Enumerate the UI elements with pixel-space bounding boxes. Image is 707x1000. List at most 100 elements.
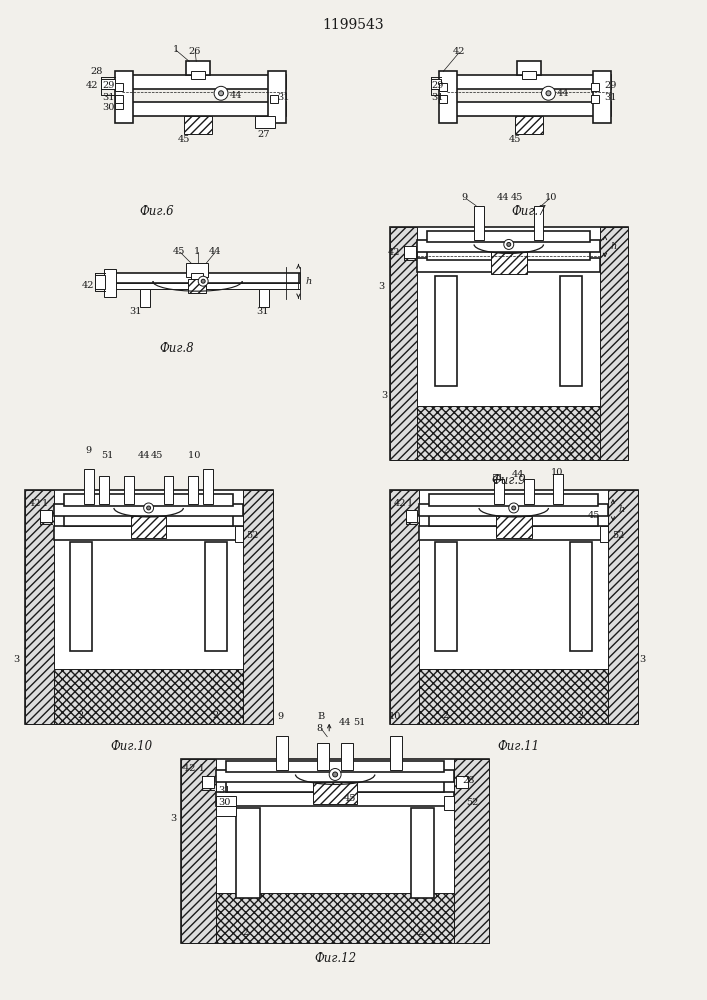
Circle shape [507, 242, 510, 246]
Text: Фиг.11: Фиг.11 [498, 740, 539, 753]
Bar [515, 116, 542, 134]
Bar [54, 504, 243, 516]
Text: 31: 31 [431, 93, 443, 102]
Text: 1: 1 [194, 247, 200, 256]
Bar [418, 258, 600, 272]
Text: 9: 9 [461, 193, 467, 202]
Bar [404, 246, 416, 258]
Bar [64, 514, 233, 526]
Bar [216, 893, 454, 943]
Text: 2: 2 [442, 446, 448, 455]
Bar [436, 276, 457, 386]
Text: 29: 29 [103, 81, 115, 90]
Text: 9: 9 [278, 712, 284, 721]
Text: 52: 52 [466, 798, 478, 807]
Bar [192, 273, 203, 283]
Text: Фиг.7: Фиг.7 [511, 205, 546, 218]
Text: 45: 45 [344, 794, 356, 803]
Circle shape [512, 506, 515, 510]
Bar [99, 476, 109, 504]
Bar [591, 83, 599, 91]
Bar [491, 252, 527, 274]
Text: 2: 2 [442, 711, 448, 720]
Bar [124, 476, 134, 504]
Bar [431, 79, 441, 89]
Text: Фиг.10: Фиг.10 [111, 740, 153, 753]
Text: 28: 28 [462, 776, 474, 785]
Bar [131, 516, 166, 538]
Bar [95, 275, 105, 289]
Bar [182, 759, 489, 943]
Bar [226, 780, 444, 792]
Text: 3: 3 [379, 282, 385, 291]
Bar [269, 95, 278, 103]
Text: 2: 2 [243, 928, 249, 937]
Bar [474, 206, 484, 240]
Bar [112, 283, 300, 289]
Text: 29: 29 [431, 81, 443, 90]
Text: 3: 3 [170, 814, 177, 823]
Text: 42: 42 [82, 281, 94, 290]
Bar [122, 75, 286, 89]
Text: h: h [305, 277, 312, 286]
Bar [25, 490, 273, 724]
Text: Фиг.12: Фиг.12 [314, 952, 356, 965]
Circle shape [218, 91, 223, 96]
Circle shape [146, 506, 151, 510]
Bar [84, 469, 94, 504]
Text: 52: 52 [247, 531, 259, 540]
Bar [390, 490, 419, 724]
Bar [419, 669, 608, 724]
Bar [429, 494, 598, 506]
Text: 45: 45 [508, 135, 521, 144]
Bar [591, 95, 599, 103]
Bar [140, 289, 150, 307]
Text: 30: 30 [103, 103, 115, 112]
Bar [390, 490, 638, 724]
Text: h: h [619, 505, 625, 514]
Circle shape [198, 276, 208, 286]
Bar [517, 61, 541, 75]
Bar [406, 510, 418, 522]
Bar [419, 526, 608, 540]
Text: 2: 2 [77, 711, 83, 720]
Text: 26: 26 [188, 47, 201, 56]
Bar [40, 510, 52, 522]
Text: 44: 44 [137, 451, 150, 460]
Bar [104, 269, 116, 297]
Text: 51: 51 [491, 474, 504, 483]
Text: 3: 3 [640, 655, 645, 664]
Bar [496, 516, 532, 538]
Bar [54, 526, 243, 540]
Text: 3: 3 [13, 655, 20, 664]
Bar [534, 206, 544, 240]
Text: 27: 27 [257, 130, 270, 139]
Bar [192, 71, 205, 79]
Bar [448, 102, 611, 116]
Bar [341, 743, 353, 770]
Text: 2: 2 [577, 711, 583, 720]
Text: h: h [611, 242, 617, 251]
Text: 31: 31 [103, 93, 115, 102]
Text: 3: 3 [382, 391, 388, 400]
Bar [216, 770, 454, 782]
Bar [115, 83, 123, 91]
Bar [313, 782, 357, 804]
Text: 45: 45 [173, 247, 185, 256]
Bar [554, 474, 563, 504]
Bar [216, 796, 236, 806]
Bar [243, 490, 273, 724]
Text: 1199543: 1199543 [322, 18, 384, 32]
Bar [418, 240, 600, 252]
Bar [456, 776, 468, 788]
Bar [429, 514, 598, 526]
Text: 8: 8 [316, 724, 322, 733]
Bar [255, 116, 274, 128]
Bar [268, 71, 286, 123]
Circle shape [201, 279, 205, 283]
Bar [25, 490, 54, 724]
Bar [390, 227, 418, 460]
Bar [54, 669, 243, 724]
Text: 44: 44 [557, 89, 570, 98]
Bar [101, 79, 115, 89]
